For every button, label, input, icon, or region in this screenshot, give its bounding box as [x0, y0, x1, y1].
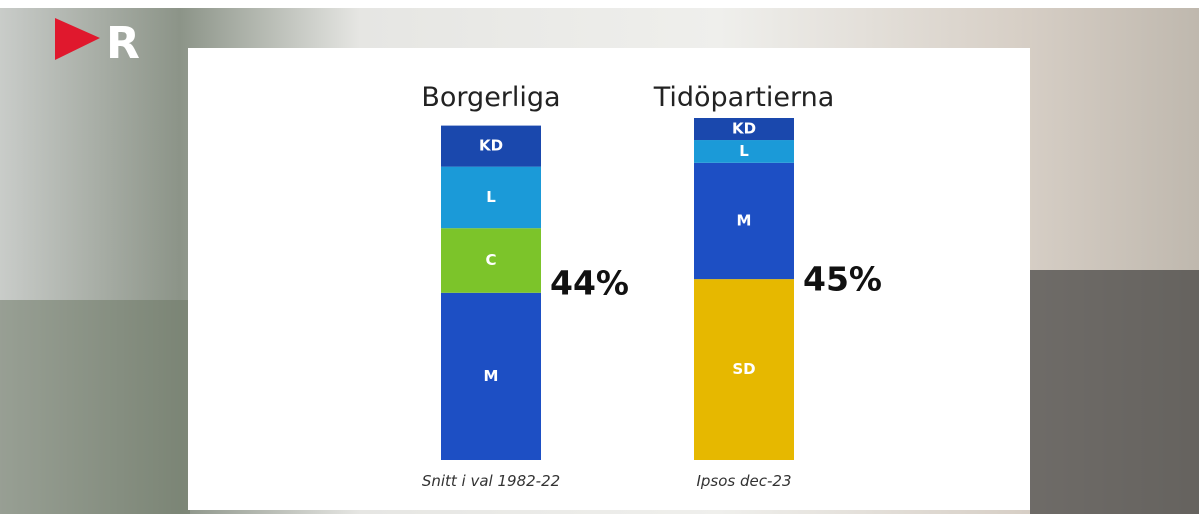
chart-title: Borgerliga	[421, 82, 560, 113]
segment-label: L	[739, 142, 749, 160]
segment-label: KD	[732, 120, 756, 138]
page: R Borgerliga M C L KD 44% Snitt i val 1982-22 T…	[0, 0, 1199, 514]
chart-title: Tidöpartierna	[653, 82, 835, 113]
background-plant	[0, 300, 190, 514]
background-furniture	[1030, 270, 1199, 514]
caption: Ipsos dec-23	[696, 472, 791, 490]
segment-label: KD	[479, 137, 503, 155]
top-border	[0, 0, 1199, 8]
caption: Snitt i val 1982-22	[422, 472, 560, 490]
segment-label: L	[486, 188, 496, 206]
total-label: 44%	[550, 263, 629, 302]
frame: R Borgerliga M C L KD 44% Snitt i val 1982-22 T…	[0, 0, 1199, 514]
segment-label: SD	[732, 360, 755, 378]
total-label: 45%	[803, 260, 882, 299]
segment-label: M	[737, 211, 752, 229]
logo-text: R	[106, 18, 140, 69]
segment-label: C	[485, 251, 496, 269]
segment-label: M	[484, 367, 499, 385]
